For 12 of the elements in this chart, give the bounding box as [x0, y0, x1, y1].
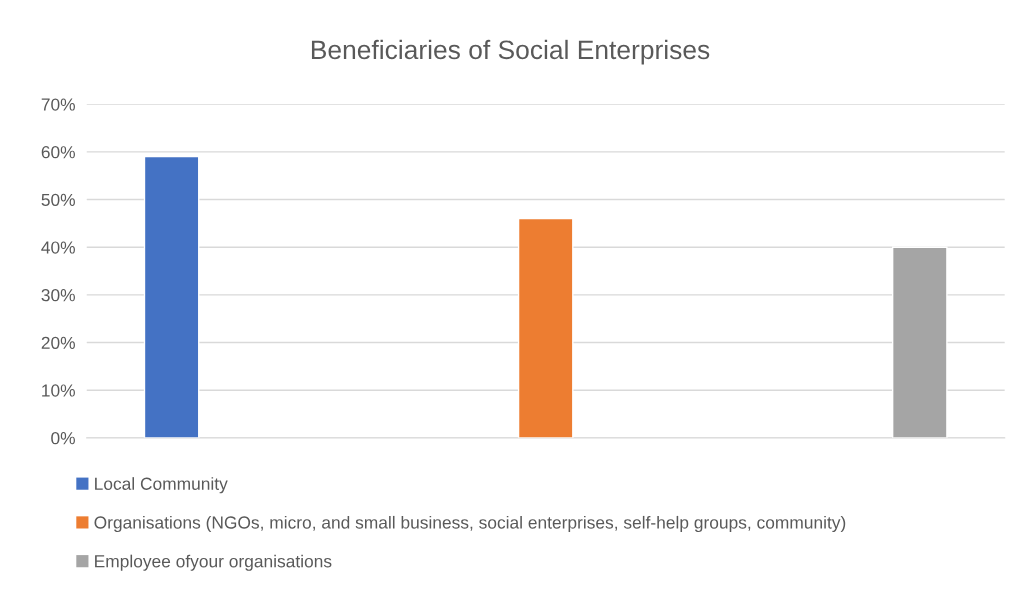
y-tick-label: 70%: [41, 98, 75, 111]
chart-title: Beneficiaries of Social Enterprises: [311, 39, 710, 65]
y-tick-label: 10%: [42, 384, 75, 397]
y-tick-label: 20%: [41, 336, 75, 349]
y-tick-label: 40%: [41, 241, 75, 254]
y-tick-label: 50%: [41, 193, 75, 207]
legend-label: Organisations (NGOs, micro, and small business, social enterprises, self-help groups, community): [94, 515, 846, 533]
legend-label: Local Community: [95, 477, 228, 494]
legend-label: Employee ofyour organisations: [95, 554, 332, 571]
y-tick-label: 0%: [51, 432, 75, 445]
y-tick-label: 60%: [41, 146, 75, 159]
y-tick-label: 30%: [41, 289, 75, 302]
